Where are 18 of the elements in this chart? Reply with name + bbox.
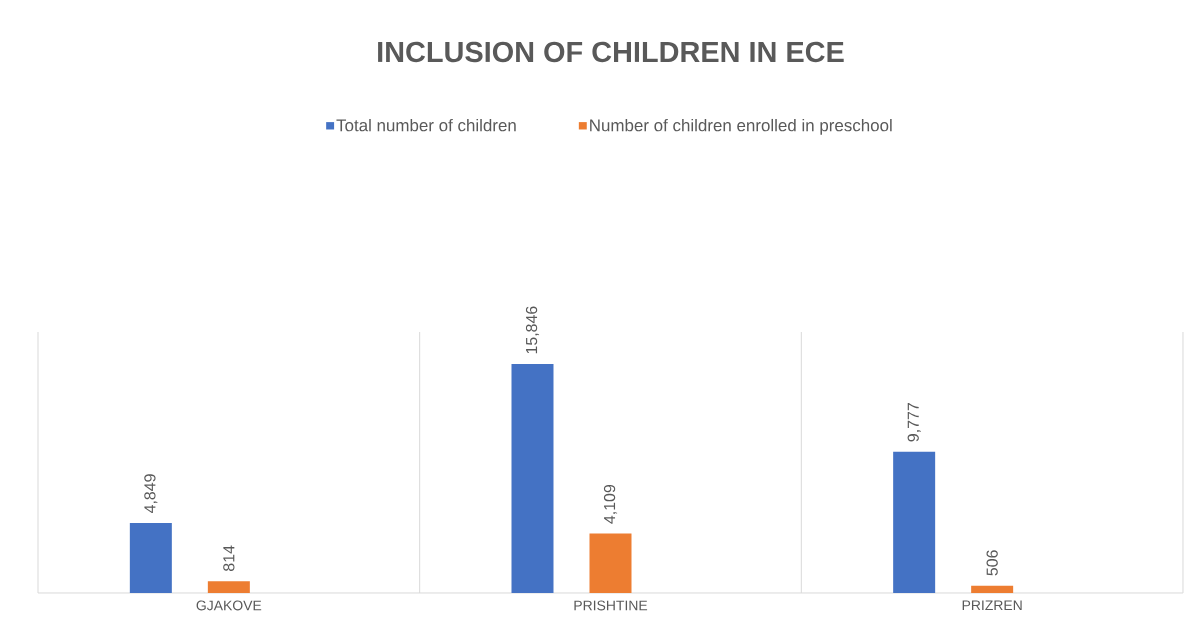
bar [511, 364, 554, 593]
data-label: 814 [223, 545, 235, 572]
x-tick-label: PRISHTINE [574, 600, 648, 611]
bar [207, 581, 250, 593]
data-label: 506 [986, 550, 998, 576]
data-label: 4,109 [603, 484, 618, 524]
chart-title: INCLUSION OF CHILDREN IN ECE [378, 41, 844, 63]
data-label: 9,777 [907, 403, 921, 442]
bar [893, 451, 936, 593]
bar [971, 585, 1014, 593]
legend-label: Total number of children [336, 118, 516, 132]
data-label: 4,849 [144, 474, 158, 514]
bar [589, 533, 632, 593]
data-label: 15,846 [525, 306, 540, 354]
bar [129, 522, 172, 593]
legend-label: Number of children enrolled in preschool [590, 118, 892, 135]
x-tick-label: GJAKOVE [196, 600, 262, 611]
x-tick-label: PRIZREN [962, 600, 1022, 611]
